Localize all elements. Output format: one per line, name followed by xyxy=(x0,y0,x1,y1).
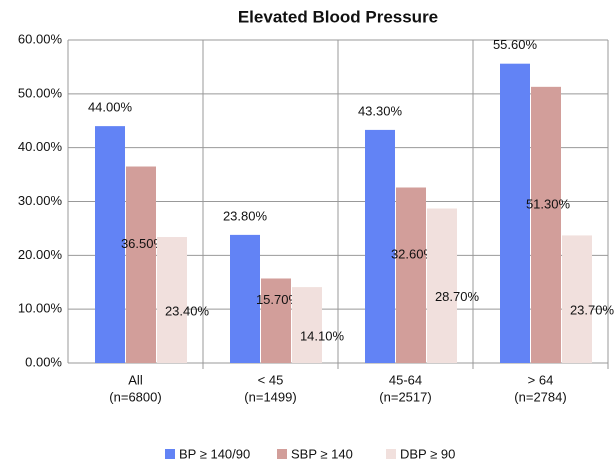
data-label: 36.50% xyxy=(121,236,166,251)
y-tick-label: 30.00% xyxy=(18,193,63,208)
legend-swatch xyxy=(277,449,287,459)
x-tick-label: (n=2517) xyxy=(379,389,431,404)
bar xyxy=(365,129,395,363)
legend-label: BP ≥ 140/90 xyxy=(179,446,250,461)
legend-swatch xyxy=(386,449,396,459)
y-tick-label: 50.00% xyxy=(18,85,63,100)
x-tick-label: (n=1499) xyxy=(244,389,296,404)
bar xyxy=(562,235,592,363)
data-label: 23.70% xyxy=(570,303,615,318)
bar xyxy=(126,166,156,363)
bar xyxy=(157,237,187,363)
x-tick-label: < 45 xyxy=(258,372,284,387)
legend-label: DBP ≥ 90 xyxy=(400,446,455,461)
chart-title: Elevated Blood Pressure xyxy=(238,7,438,26)
data-label: 55.60% xyxy=(493,37,538,52)
data-label: 14.10% xyxy=(300,328,345,343)
data-label: 51.30% xyxy=(526,196,571,211)
y-tick-label: 20.00% xyxy=(18,247,63,262)
data-label: 23.80% xyxy=(223,208,268,223)
x-tick-label: 45-64 xyxy=(389,372,422,387)
data-label: 44.00% xyxy=(88,100,133,115)
legend-label: SBP ≥ 140 xyxy=(291,446,353,461)
x-tick-label: (n=6800) xyxy=(109,389,161,404)
y-tick-label: 40.00% xyxy=(18,139,63,154)
data-label: 32.60% xyxy=(391,247,436,262)
bar xyxy=(95,126,125,363)
data-label: 28.70% xyxy=(435,289,480,304)
bar xyxy=(292,287,322,363)
y-tick-label: 10.00% xyxy=(18,301,63,316)
bar xyxy=(261,278,291,363)
x-tick-label: (n=2784) xyxy=(514,389,566,404)
y-tick-label: 60.00% xyxy=(18,31,63,46)
bar xyxy=(531,86,561,364)
bar xyxy=(230,234,260,363)
data-label: 23.40% xyxy=(165,303,210,318)
bar xyxy=(500,63,530,363)
data-label: 43.30% xyxy=(358,103,403,118)
x-tick-label: > 64 xyxy=(528,372,554,387)
x-tick-label: All xyxy=(128,372,143,387)
bar xyxy=(427,208,457,363)
legend-swatch xyxy=(165,449,175,459)
y-tick-label: 0.00% xyxy=(25,354,62,369)
bar xyxy=(396,187,426,363)
data-label: 15.70% xyxy=(256,292,301,307)
